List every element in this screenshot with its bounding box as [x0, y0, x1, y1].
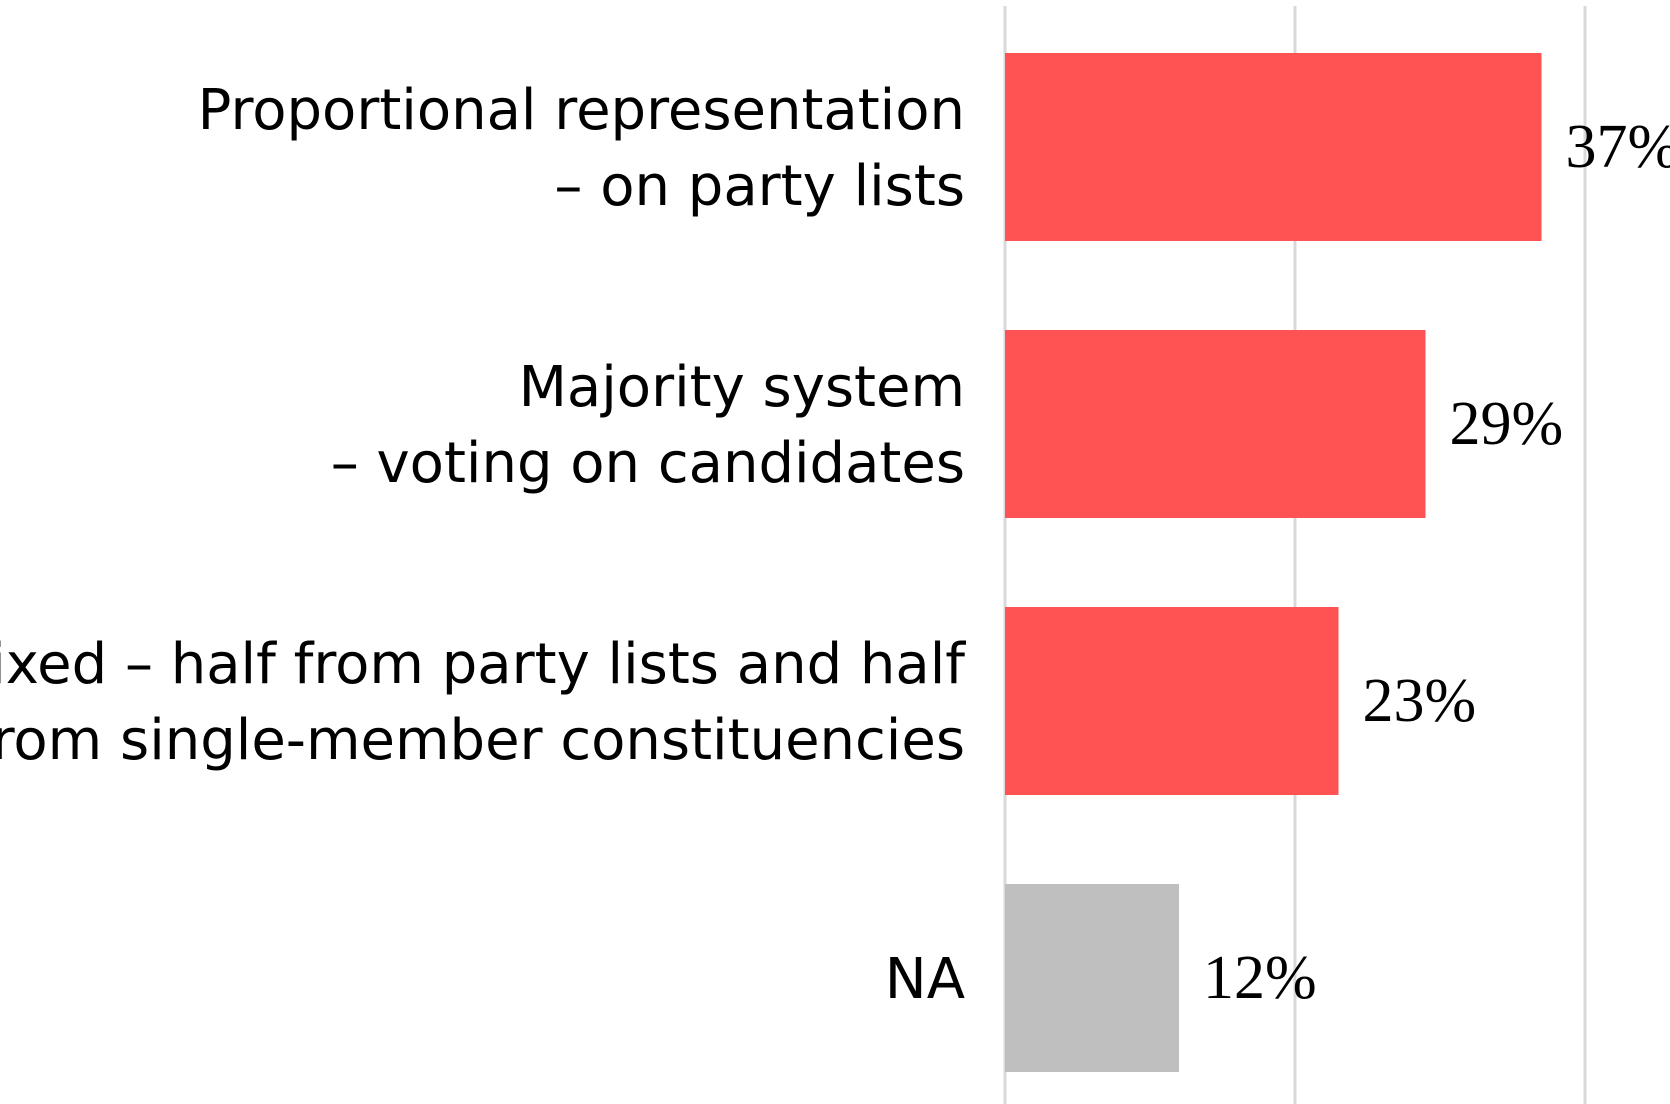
- bar: [1005, 330, 1426, 518]
- value-label: 12%: [1203, 944, 1317, 1012]
- category-label: Majority system – voting on candidates: [331, 355, 965, 496]
- value-label: 23%: [1363, 667, 1477, 735]
- category-label-line: Majority system: [519, 355, 965, 420]
- category-labels: Proportional representation – on party li…: [0, 78, 966, 1012]
- category-label-line: – voting on candidates: [331, 431, 965, 496]
- bar: [1005, 607, 1339, 795]
- category-label-line: Mixed – half from party lists and half: [0, 632, 966, 697]
- value-label: 29%: [1450, 390, 1564, 458]
- category-label-line: NA: [885, 947, 965, 1012]
- bar: [1005, 53, 1542, 241]
- bars: [1005, 53, 1542, 1072]
- category-label: Mixed – half from party lists and half fr…: [0, 632, 966, 773]
- category-label: NA: [885, 947, 965, 1012]
- value-label: 37%: [1566, 113, 1670, 181]
- category-label: Proportional representation – on party li…: [198, 78, 965, 219]
- category-label-line: – on party lists: [554, 154, 965, 219]
- bar: [1005, 884, 1179, 1072]
- value-labels: 37% 29% 23% 12%: [1203, 113, 1670, 1012]
- category-label-line: from single-member constituencies: [0, 708, 965, 773]
- category-label-line: Proportional representation: [198, 78, 965, 143]
